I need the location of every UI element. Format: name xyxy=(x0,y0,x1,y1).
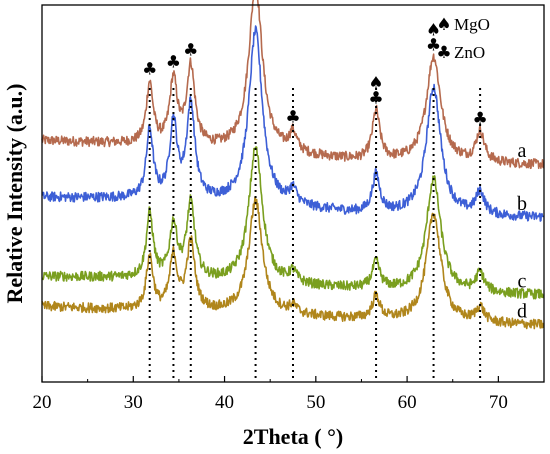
mgo-peak-marker: ♠ xyxy=(426,20,441,40)
zno-peak-marker: ♣ xyxy=(368,88,383,108)
legend-zno-label: ZnO xyxy=(454,43,485,62)
x-tick-label: 60 xyxy=(398,392,417,413)
legend-mgo-label: MgO xyxy=(454,15,490,34)
series-a-label: a xyxy=(518,140,527,162)
series-d-label: d xyxy=(517,300,527,322)
x-tick-label: 20 xyxy=(33,392,52,413)
x-tick-label: 40 xyxy=(215,392,234,413)
series-c-line xyxy=(41,146,544,300)
y-axis-title: Relative Intensity (a.u.) xyxy=(2,84,27,304)
zno-peak-marker: ♣ xyxy=(142,60,157,80)
x-tick-label: 50 xyxy=(306,392,325,413)
x-tick-label: 30 xyxy=(124,392,143,413)
zno-peak-marker: ♣ xyxy=(426,35,441,55)
x-axis-title: 2Theta ( °) xyxy=(243,424,343,449)
mgo-peak-marker: ♠ xyxy=(368,73,383,93)
zno-peak-marker: ♣ xyxy=(472,109,487,129)
series-b-line xyxy=(41,25,545,222)
x-tick-label: 70 xyxy=(489,392,508,413)
plot-frame xyxy=(41,4,545,383)
series-b-label: b xyxy=(517,193,527,215)
x-ticks-layer: 20 30 40 50 60 70 xyxy=(33,376,508,413)
series-c-label: c xyxy=(518,270,527,292)
series-labels-layer: a b cd xyxy=(517,140,527,322)
legend-mgo-symbol: ♠ xyxy=(436,15,451,35)
peak-markers-layer: ♣♣♣♠♣♣♠♣♠♣ xyxy=(142,20,488,129)
reference-lines-layer xyxy=(148,87,482,382)
legend-zno-symbol: ♣ xyxy=(436,43,451,63)
zno-peak-marker: ♣ xyxy=(285,108,300,128)
series-d-line xyxy=(41,196,545,330)
legend: ♠ MgO ♣ ZnO xyxy=(436,15,490,63)
zno-peak-marker: ♣ xyxy=(166,52,181,72)
zno-peak-marker: ♣ xyxy=(183,41,198,61)
